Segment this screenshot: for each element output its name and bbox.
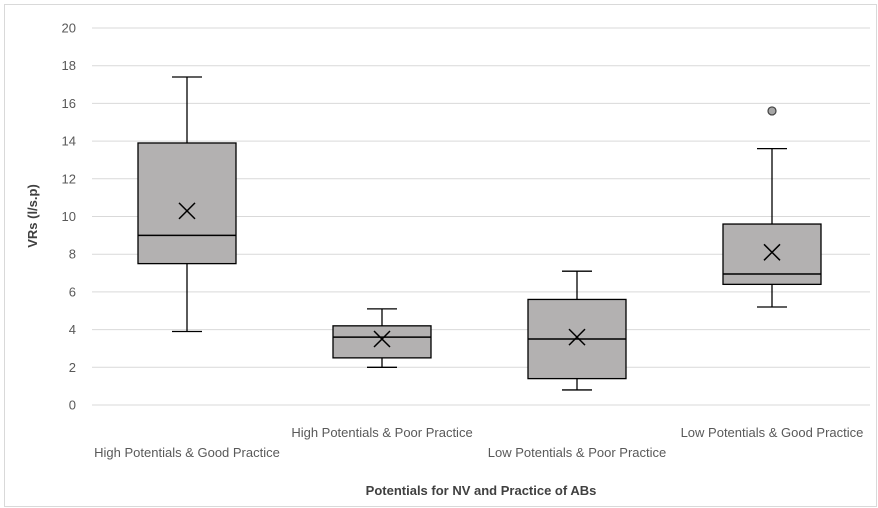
box-plot-item (527, 270, 627, 391)
iqr-box (332, 325, 432, 359)
mean-marker (178, 202, 196, 220)
iqr-box (137, 142, 237, 265)
y-tick-label: 4 (69, 322, 76, 337)
mean-marker (763, 243, 781, 261)
x-category-label: Low Potentials & Poor Practice (488, 445, 666, 460)
mean-marker (568, 328, 586, 346)
y-tick-label: 14 (62, 134, 76, 149)
y-tick-label: 16 (62, 96, 76, 111)
box-plot-item (137, 76, 237, 333)
iqr-box (722, 223, 822, 286)
x-category-label: High Potentials & Good Practice (94, 445, 280, 460)
y-tick-label: 0 (69, 398, 76, 413)
x-axis-categories: High Potentials & Good Practice High Pote… (94, 425, 863, 460)
x-category-label: Low Potentials & Good Practice (681, 425, 864, 440)
box-plot-item (722, 106, 822, 308)
y-tick-label: 18 (62, 58, 76, 73)
outlier-point (767, 106, 777, 116)
x-axis-title: Potentials for NV and Practice of ABs (366, 483, 597, 498)
box-plot-item (332, 308, 432, 368)
y-tick-label: 12 (62, 171, 76, 186)
y-axis-ticks: 0 2 4 6 8 10 12 14 16 18 20 (62, 21, 76, 413)
y-tick-label: 2 (69, 360, 76, 375)
mean-marker (373, 330, 391, 348)
y-tick-label: 8 (69, 247, 76, 262)
y-tick-label: 6 (69, 284, 76, 299)
x-category-label: High Potentials & Poor Practice (291, 425, 472, 440)
y-tick-label: 10 (62, 209, 76, 224)
y-tick-label: 20 (62, 21, 76, 36)
y-axis-title: VRs (l/s.p) (25, 184, 40, 248)
box-series (137, 76, 822, 391)
